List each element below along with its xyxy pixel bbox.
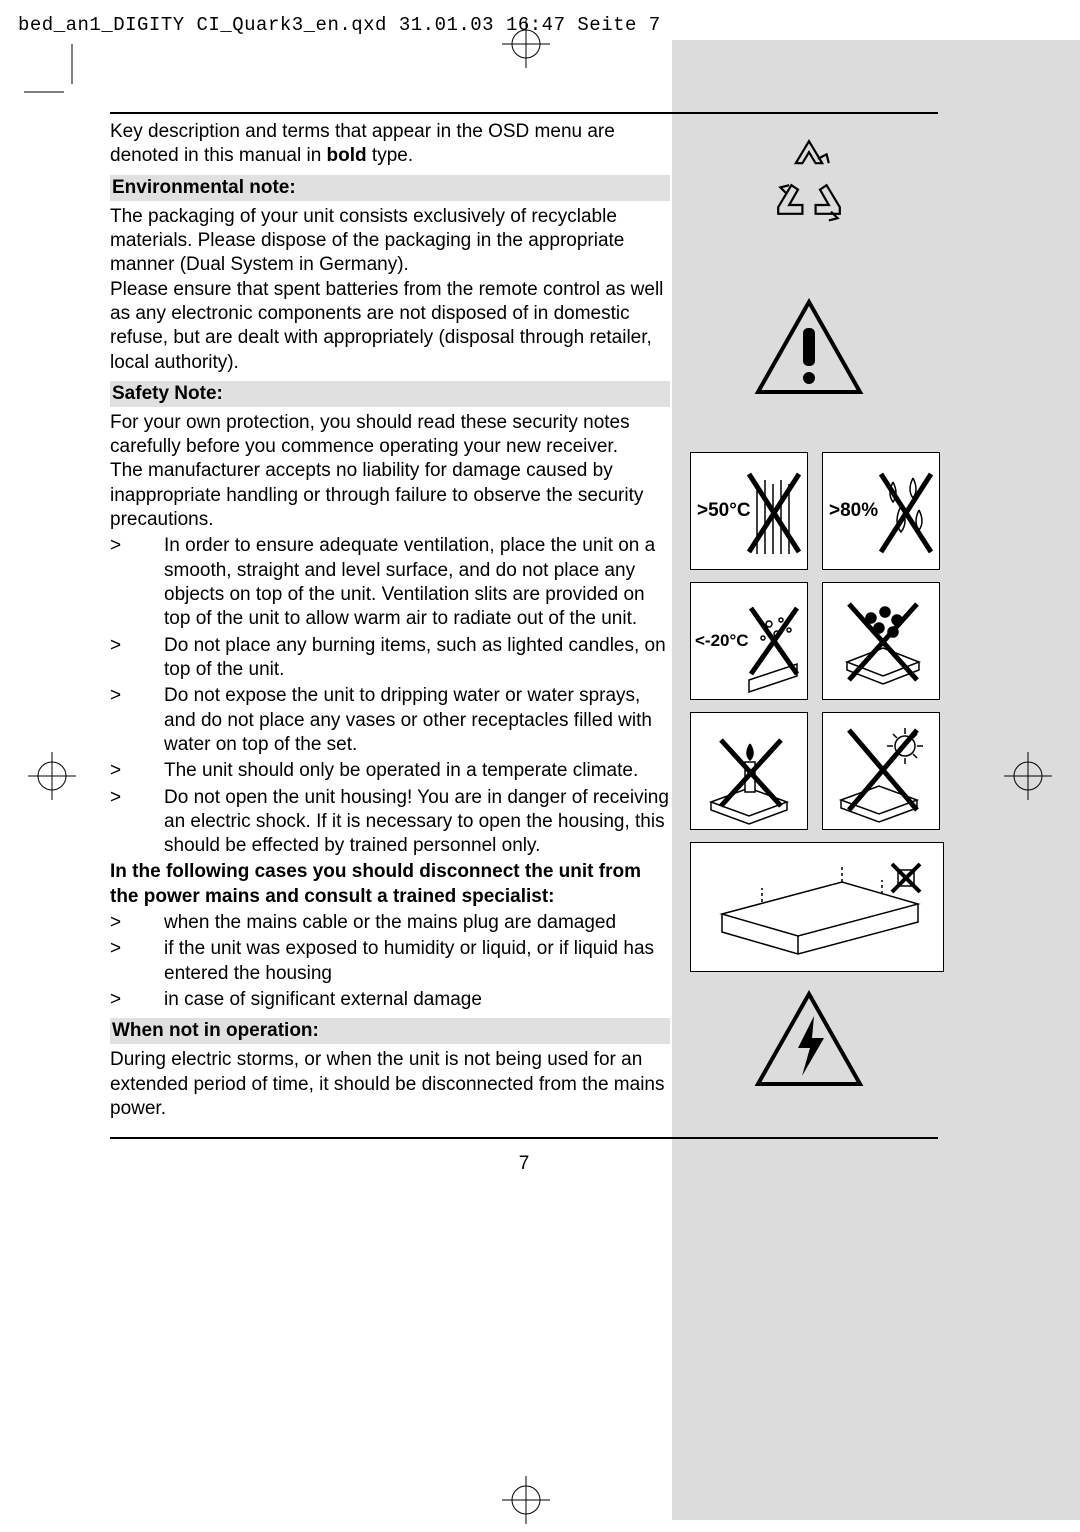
intro-text: Key description and terms that appear in… [110,120,670,169]
list-item: >Do not expose the unit to dripping wate… [110,684,670,757]
registration-mark [494,1468,558,1532]
list-item: >if the unit was exposed to humidity or … [110,937,670,986]
list-item: >when the mains cable or the mains plug … [110,911,670,935]
recycling-icon [754,128,938,238]
print-header: bed_an1_DIGITY CI_Quark3_en.qxd 31.01.03… [18,14,661,36]
list-item: >In order to ensure adequate ventilation… [110,534,670,631]
icon-column: >50°C >80% [682,120,938,1121]
env-paragraph-1: The packaging of your unit consists excl… [110,205,670,278]
list-item: >Do not place any burning items, such as… [110,634,670,683]
unit-diagram-icon [690,842,944,972]
temp-low-icon: <-20°C [690,582,808,700]
crop-mark [24,44,80,100]
notinop-paragraph: During electric storms, or when the unit… [110,1048,670,1121]
disconnect-intro: In the following cases you should discon… [110,860,670,909]
svg-text:<-20°C: <-20°C [695,631,749,650]
lightning-warning-icon [754,990,938,1090]
svg-text:>80%: >80% [829,500,878,521]
heading-safety: Safety Note: [110,381,670,407]
sunlight-icon [822,712,940,830]
text-column: Key description and terms that appear in… [110,120,670,1121]
heading-notinop: When not in operation: [110,1018,670,1044]
page-content: Key description and terms that appear in… [110,112,938,1175]
rule-top [110,112,938,114]
humidity-icon: >80% [822,452,940,570]
page-number: 7 [110,1153,938,1175]
candle-icon [690,712,808,830]
list-item: >Do not open the unit housing! You are i… [110,786,670,859]
safety-paragraph-1: For your own protection, you should read… [110,411,670,460]
rule-bottom [110,1137,938,1139]
registration-mark [996,744,1060,808]
temp-high-icon: >50°C [690,452,808,570]
registration-mark [494,12,558,76]
list-item: >The unit should only be operated in a t… [110,759,670,783]
safety-paragraph-2: The manufacturer accepts no liability fo… [110,459,670,532]
disconnect-list: >when the mains cable or the mains plug … [110,911,670,1012]
stacking-icon [822,582,940,700]
heading-environmental: Environmental note: [110,175,670,201]
warning-icon [754,298,938,398]
svg-text:>50°C: >50°C [697,500,751,521]
safety-list: >In order to ensure adequate ventilation… [110,534,670,858]
registration-mark [20,744,84,808]
env-paragraph-2: Please ensure that spent batteries from … [110,278,670,375]
list-item: >in case of significant external damage [110,988,670,1012]
